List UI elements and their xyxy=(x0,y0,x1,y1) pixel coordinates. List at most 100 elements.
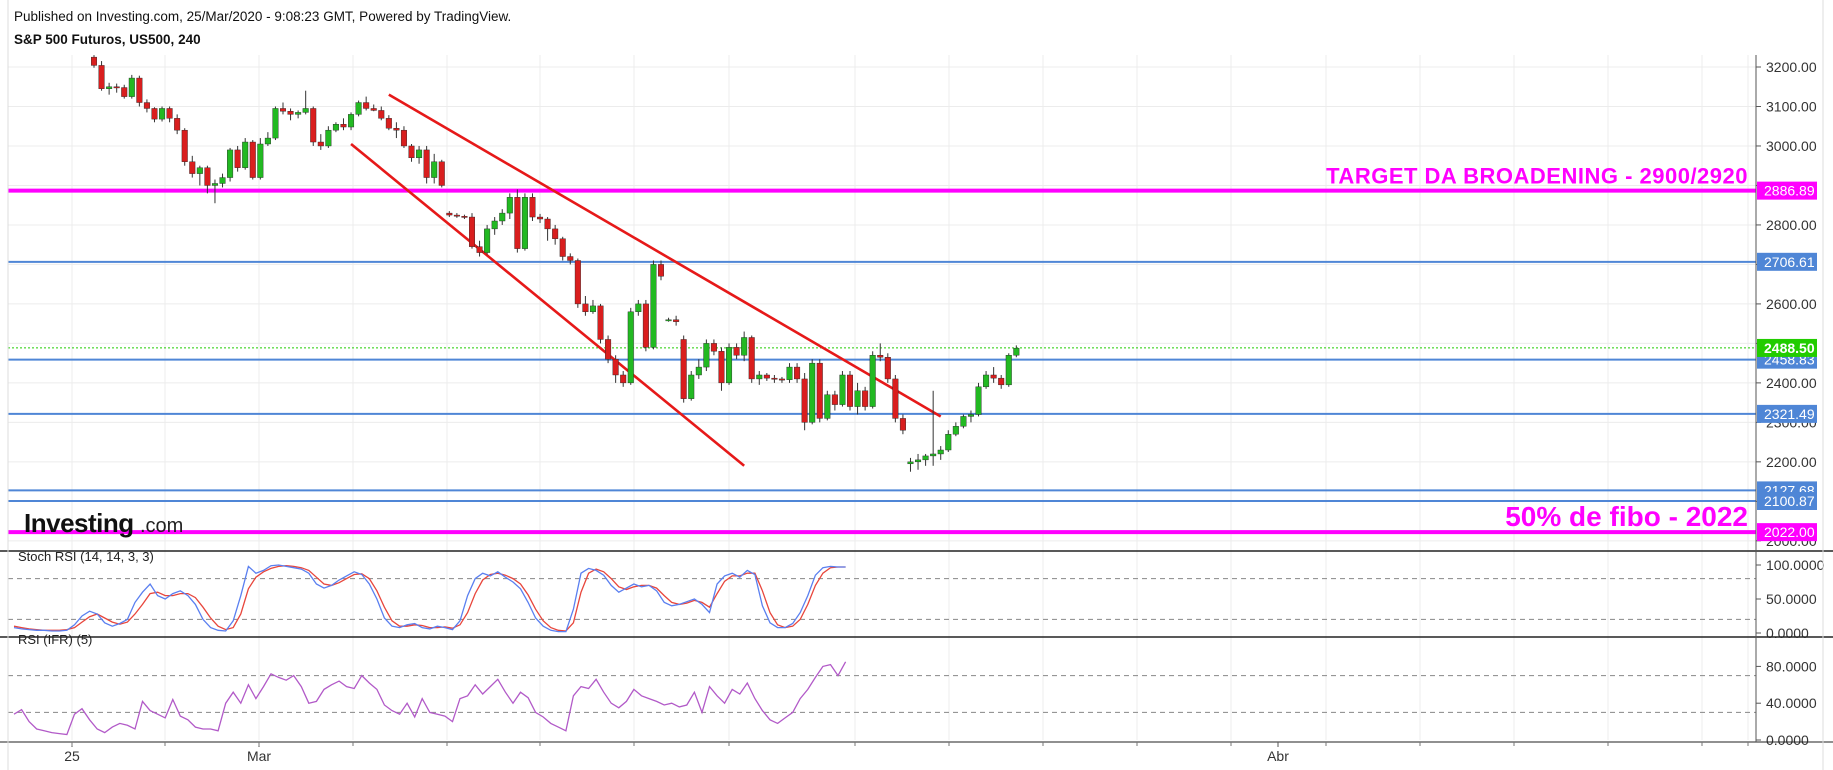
candle-body xyxy=(98,65,105,89)
level-label-bg xyxy=(1757,252,1817,271)
candle-body xyxy=(491,220,498,230)
panel-tick-label: 80.0000 xyxy=(1766,658,1817,674)
candle-body xyxy=(748,337,755,380)
current-price-label-bg xyxy=(1757,338,1817,357)
trendline-lower xyxy=(350,142,745,467)
level-label: 2706.61 xyxy=(1764,254,1815,270)
candle-body xyxy=(121,87,128,97)
published-note: Published on Investing.com, 25/Mar/2020 … xyxy=(14,9,512,24)
stoch_rsi-series-1 xyxy=(13,564,846,633)
candle-body xyxy=(453,214,460,217)
candle-body xyxy=(196,167,203,174)
candle-body xyxy=(635,303,642,313)
candle-body xyxy=(113,86,120,89)
candle-body xyxy=(151,108,158,120)
candle-body xyxy=(658,264,665,277)
investing-logo: Investing .com xyxy=(24,508,183,538)
candle-body xyxy=(831,394,838,405)
time-tick-label: Mar xyxy=(247,748,271,764)
candle-body xyxy=(310,108,317,143)
level-label-bg xyxy=(1757,404,1817,423)
candle-body xyxy=(824,394,831,419)
brand-name: Investing xyxy=(24,508,134,538)
annotation-target: TARGET DA BROADENING - 2900/2920 xyxy=(1326,164,1748,189)
candle-body xyxy=(786,366,793,380)
candle-body xyxy=(332,124,339,131)
candle-body xyxy=(930,453,937,457)
candle-body xyxy=(204,167,211,186)
candle-body xyxy=(597,305,604,340)
candle-body xyxy=(1005,355,1012,386)
candle-body xyxy=(816,362,823,419)
rsi-label: RSI (IFR) (5) xyxy=(18,632,92,647)
candle-body xyxy=(778,378,785,381)
price-tick-label: 2200.00 xyxy=(1766,454,1817,470)
candle-body xyxy=(355,102,362,115)
candle-body xyxy=(461,216,468,218)
level-label: 2022.00 xyxy=(1764,524,1815,540)
candle-body xyxy=(159,108,166,120)
level-label: 2100.87 xyxy=(1764,493,1815,509)
candle-body xyxy=(242,141,249,168)
stoch_rsi-series-0 xyxy=(13,565,846,632)
candle-body xyxy=(521,197,528,249)
candle-body xyxy=(839,374,846,405)
candle-body xyxy=(907,461,914,465)
candle-body xyxy=(234,149,241,168)
candle-body xyxy=(869,355,876,407)
panel-tick-label: 0.0000 xyxy=(1766,625,1809,641)
candle-body xyxy=(385,118,392,129)
brand-suffix: .com xyxy=(140,515,183,537)
candle-body xyxy=(794,366,801,380)
candle-body xyxy=(937,449,944,455)
candle-body xyxy=(211,183,218,186)
candle-body xyxy=(741,337,748,356)
candle-body xyxy=(325,129,332,147)
candle-body xyxy=(506,197,513,214)
panel-tick-label: 40.0000 xyxy=(1766,695,1817,711)
level-label-bg xyxy=(1757,491,1817,510)
candle-body xyxy=(1013,347,1020,356)
level-label-bg xyxy=(1757,523,1817,542)
candle-body xyxy=(983,374,990,388)
candle-body xyxy=(733,347,740,356)
candle-body xyxy=(990,374,997,379)
candle-body xyxy=(612,358,619,376)
candle-body xyxy=(915,459,922,463)
candle-body xyxy=(514,197,521,249)
stoch-rsi-panel: Stoch RSI (14, 14, 3, 3) 100.0000 50.0000 0… xyxy=(8,549,1825,641)
candle-body xyxy=(975,386,982,415)
candle-body xyxy=(400,129,407,147)
time-tick-label: Abr xyxy=(1267,748,1289,764)
candle-body xyxy=(469,216,476,247)
candle-body xyxy=(877,355,884,358)
candle-body xyxy=(688,374,695,399)
candle-body xyxy=(627,311,634,384)
trendlines xyxy=(350,93,942,467)
candle-body xyxy=(642,303,649,348)
candles xyxy=(90,55,1020,472)
candle-body xyxy=(673,319,680,322)
candle-body xyxy=(90,56,97,66)
candle-body xyxy=(348,114,355,128)
candle-body xyxy=(589,305,596,313)
candle-body xyxy=(302,108,309,113)
candle-body xyxy=(423,149,430,178)
candle-body xyxy=(574,260,581,305)
candle-body xyxy=(136,77,143,103)
candle-body xyxy=(884,357,891,380)
price-tick-label: 2400.00 xyxy=(1766,375,1817,391)
candle-body xyxy=(166,108,173,119)
candle-body xyxy=(899,418,906,431)
candle-body xyxy=(605,339,612,360)
candle-body xyxy=(280,108,287,112)
candle-body xyxy=(529,197,536,218)
candle-body xyxy=(892,378,899,419)
candle-body xyxy=(287,111,294,115)
annotations: TARGET DA BROADENING - 2900/2920 50% de f… xyxy=(1326,164,1748,533)
candle-body xyxy=(317,141,324,147)
candle-body xyxy=(952,426,959,435)
candle-body xyxy=(438,161,445,186)
